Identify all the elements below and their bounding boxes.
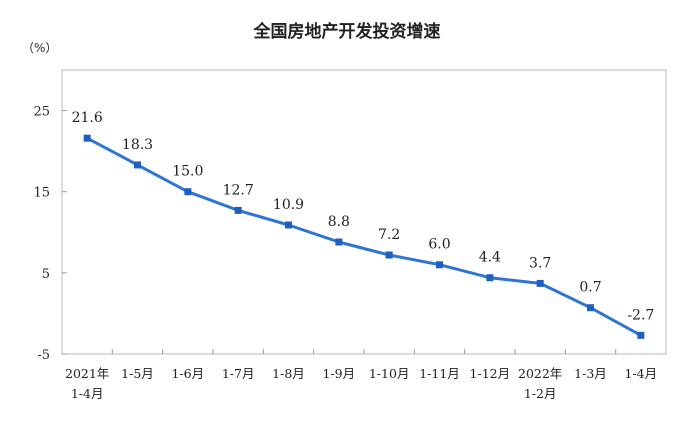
x-tick-label: 1-3月 bbox=[574, 366, 607, 381]
data-point bbox=[285, 221, 292, 229]
x-tick-label: 1-12月 bbox=[470, 366, 511, 381]
data-label: 21.6 bbox=[72, 110, 103, 126]
data-label: 8.8 bbox=[328, 214, 350, 230]
data-label: -2.7 bbox=[627, 307, 654, 323]
data-label: 10.9 bbox=[273, 197, 304, 213]
x-tick-label: 1-6月 bbox=[172, 366, 205, 381]
x-tick-label: 1-5月 bbox=[121, 366, 154, 381]
x-tick-label: 1-7月 bbox=[222, 366, 255, 381]
data-point bbox=[184, 188, 192, 196]
y-axis-unit: （%） bbox=[22, 41, 57, 55]
y-tick-label: 25 bbox=[33, 105, 50, 120]
data-point bbox=[436, 261, 443, 269]
data-label: 7.2 bbox=[378, 227, 400, 243]
data-point bbox=[134, 161, 141, 169]
x-tick-label: 1-9月 bbox=[323, 366, 356, 381]
x-tick-label: 2021年 bbox=[65, 366, 109, 381]
data-label: 18.3 bbox=[122, 137, 153, 153]
y-tick-label: -5 bbox=[37, 348, 50, 363]
data-label: 6.0 bbox=[428, 237, 450, 253]
data-point bbox=[637, 331, 645, 339]
axes-group: 25 15 5 -5 2021年 1-4月 1-5月 1-6月 1-7月 1-8月 1-9月 1-10… bbox=[33, 105, 657, 401]
data-point bbox=[486, 274, 494, 282]
series-line bbox=[86, 136, 642, 337]
data-labels-group: 21.6 18.3 15.0 12.7 10.9 8.8 7.2 6.0 4.4 3.7 0.7 -2… bbox=[72, 110, 655, 323]
x-tick-label: 2022年 bbox=[518, 366, 562, 381]
data-point bbox=[587, 304, 594, 312]
y-tick-label: 15 bbox=[33, 186, 50, 201]
x-tick-label: 1-10月 bbox=[369, 366, 410, 381]
x-tick-label: 1-4月 bbox=[625, 366, 658, 381]
data-point bbox=[234, 206, 242, 214]
x-tick-label: 1-11月 bbox=[419, 366, 460, 381]
x-tick-label: 1-8月 bbox=[272, 366, 305, 381]
data-point bbox=[335, 238, 343, 246]
data-point bbox=[385, 251, 393, 259]
data-label: 4.4 bbox=[479, 250, 501, 266]
data-label: 15.0 bbox=[172, 164, 203, 180]
data-label: 12.7 bbox=[223, 182, 254, 198]
x-tick-label-line2: 1-4月 bbox=[71, 386, 104, 401]
x-tick-label-line2: 1-2月 bbox=[524, 386, 557, 401]
y-tick-label: 5 bbox=[42, 267, 50, 282]
data-label: 3.7 bbox=[529, 255, 551, 271]
data-point bbox=[536, 279, 544, 287]
series-group bbox=[83, 134, 645, 339]
plot-frame bbox=[61, 69, 667, 355]
data-label: 0.7 bbox=[579, 280, 601, 296]
chart-title: 全国房地产开发投资增速 bbox=[253, 21, 441, 42]
data-point bbox=[83, 134, 91, 142]
